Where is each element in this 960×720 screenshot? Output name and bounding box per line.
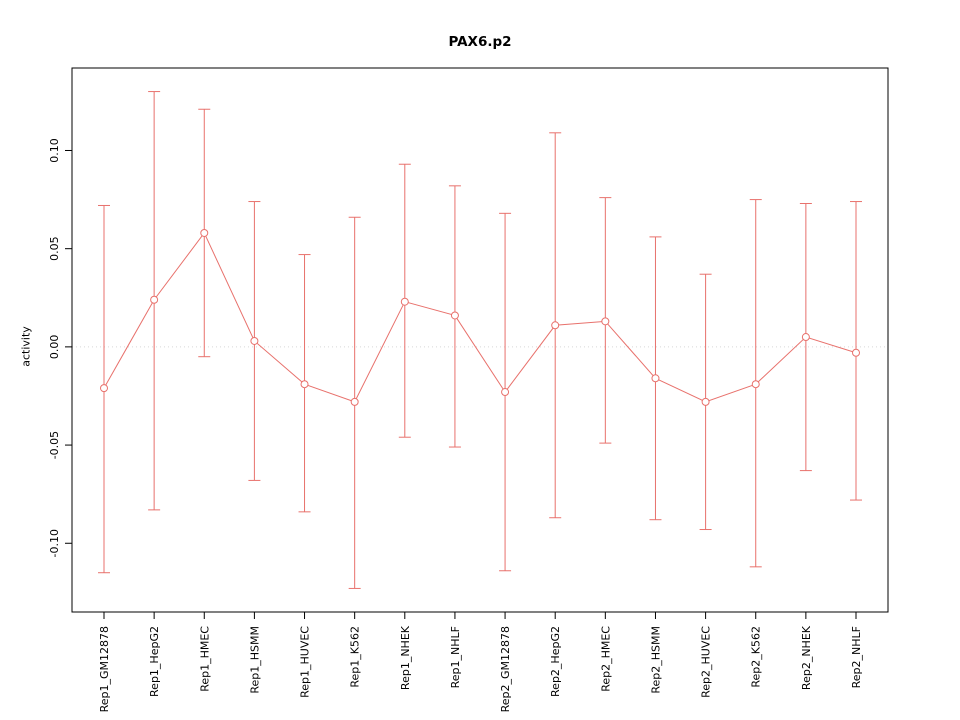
- y-tick-label: 0.10: [48, 138, 61, 163]
- y-tick-label: -0.10: [48, 529, 61, 557]
- x-tick-label: Rep1_K562: [349, 626, 362, 688]
- data-point: [801, 333, 810, 342]
- x-tick-label: Rep1_HMEC: [198, 626, 211, 692]
- x-tick-label: Rep1_HUVEC: [299, 626, 312, 698]
- y-tick-label: 0.05: [48, 236, 61, 261]
- y-tick-label: -0.05: [48, 431, 61, 459]
- data-point: [200, 228, 209, 237]
- data-point: [100, 384, 108, 393]
- x-tick-label: Rep1_HepG2: [148, 626, 161, 697]
- data-point: [651, 374, 660, 383]
- x-tick-label: Rep2_HUVEC: [700, 626, 713, 698]
- x-tick-label: Rep2_GM12878: [499, 626, 512, 712]
- x-tick-label: Rep1_HSMM: [248, 626, 261, 694]
- x-tick-label: Rep2_NHEK: [800, 625, 813, 690]
- x-tick-label: Rep2_K562: [750, 626, 763, 688]
- x-tick-label: Rep2_HMEC: [599, 626, 612, 692]
- data-point: [300, 380, 309, 389]
- y-axis-label: activity: [19, 326, 33, 367]
- data-point: [601, 317, 610, 326]
- data-point: [751, 380, 760, 389]
- data-point: [501, 388, 510, 397]
- x-tick-label: Rep2_HSMM: [649, 626, 662, 694]
- data-point: [350, 397, 359, 406]
- x-tick-label: Rep1_NHEK: [399, 625, 412, 690]
- series-line: [103, 231, 857, 403]
- data-point: [400, 297, 409, 306]
- x-tick-label: Rep1_NHLF: [449, 626, 462, 688]
- y-tick-label: 0.00: [48, 335, 61, 360]
- data-point: [150, 295, 159, 304]
- x-tick-label: Rep2_NHLF: [850, 626, 863, 688]
- data-point: [551, 321, 560, 330]
- x-tick-label: Rep2_HepG2: [549, 626, 562, 697]
- data-point: [250, 336, 259, 345]
- data-point: [701, 397, 710, 406]
- x-tick-label: Rep1_GM12878: [98, 626, 111, 712]
- data-point: [852, 348, 860, 357]
- data-point: [450, 311, 459, 320]
- chart-title: PAX6.p2: [448, 34, 512, 50]
- plot-box: [71, 67, 889, 613]
